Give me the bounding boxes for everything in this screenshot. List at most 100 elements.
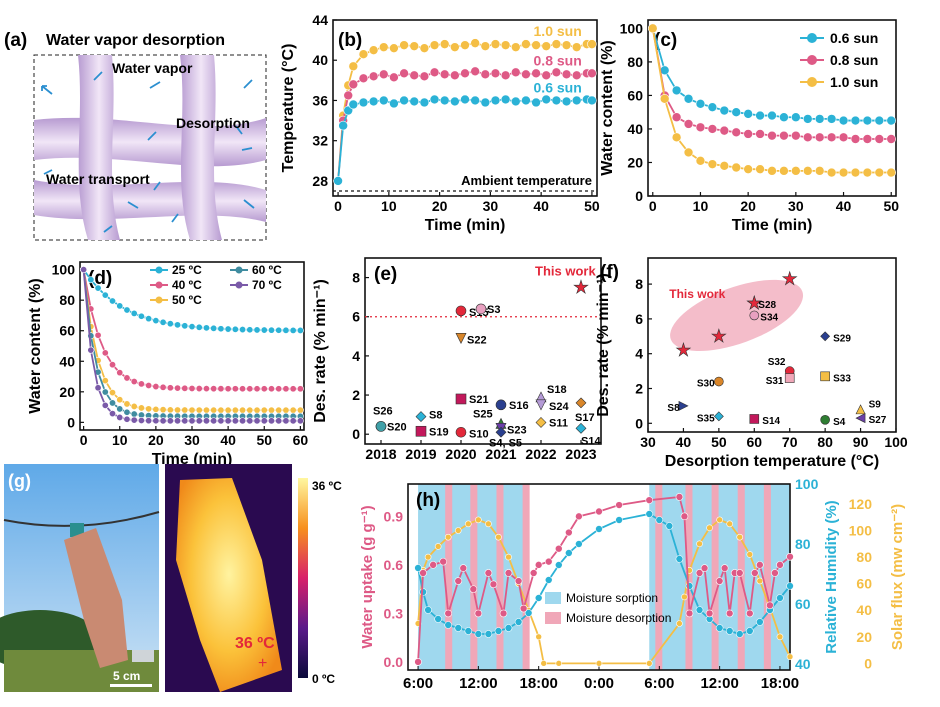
relative-humidity-point: [524, 609, 533, 617]
rh-axis-label: Relative Humidity (%): [823, 500, 840, 653]
series-0.8sun-point: [886, 134, 897, 144]
y-tick-label: 0.3: [384, 605, 404, 621]
series-1-point: [130, 378, 138, 386]
solar-tick-label: 80: [856, 549, 872, 565]
solar-flux-point: [681, 593, 688, 601]
y-tick-label: 100: [52, 262, 76, 278]
series-1.0sun-point: [561, 40, 572, 50]
label-water-transport: Water transport: [46, 171, 150, 187]
series-0.8sun-point: [521, 69, 531, 80]
series-0.8sun-point: [862, 134, 873, 144]
y-tick-label: 0.0: [384, 654, 404, 670]
x-tick-label: 40: [220, 432, 236, 448]
series-2-point: [137, 404, 145, 412]
series-label: 0.6 sun: [534, 79, 582, 95]
series-0.8sun-point: [531, 68, 541, 79]
relative-humidity-point: [444, 621, 453, 629]
series-2-point: [217, 406, 225, 414]
series-1-point: [296, 385, 304, 393]
series-1-point: [210, 385, 218, 393]
y-tick-label: 2: [352, 387, 360, 403]
series-0.6sun-point: [731, 107, 742, 117]
series-0-point: [101, 291, 109, 299]
series-0-point: [195, 323, 203, 331]
y-axis-label: Des. rate (% min⁻¹): [595, 273, 612, 417]
series-1.0sun-point: [510, 42, 521, 52]
series-3-point: [130, 410, 138, 418]
solar-flux-point: [736, 533, 744, 541]
x-tick-label: 30: [483, 198, 499, 214]
relative-humidity-point: [494, 627, 503, 635]
panel-d: 0 10 20 30 40 50 60 0 20 40 60 80 100 Time (min) Water…: [27, 261, 308, 468]
data-point: [375, 421, 387, 432]
series-0.8sun-point: [743, 129, 753, 139]
series-4-point: [101, 401, 109, 409]
series-2-point: [123, 400, 131, 408]
water-uptake-point: [459, 564, 468, 572]
data-point: [455, 426, 467, 438]
series-1-point: [267, 385, 275, 393]
series-1-point: [137, 380, 145, 388]
y-tick-label: 20: [627, 154, 643, 170]
relative-humidity-point: [504, 624, 513, 632]
water-uptake-point: [680, 512, 689, 521]
x-tick-label: 50: [711, 434, 727, 450]
series-0.6sun-point: [429, 94, 440, 105]
series-0.8sun-point: [551, 67, 562, 78]
series-1.0sun-point: [587, 39, 597, 49]
series-0.6sun-point: [348, 99, 359, 110]
water-uptake-point: [745, 609, 754, 618]
data-point: [749, 414, 760, 424]
series-4-point: [181, 417, 189, 425]
series-4-point: [130, 416, 138, 424]
series-1.0sun-point: [500, 40, 511, 50]
x-tick-label: 6:00: [403, 675, 433, 692]
series-0.6sun-point: [802, 114, 813, 124]
point-label: S16: [509, 400, 529, 412]
series-0.6sun-point: [378, 95, 389, 106]
label-desorption: Desorption: [176, 115, 250, 131]
solar-flux-point: [786, 653, 794, 661]
panel-e: 2018 2019 2020 2021 2022 2023 0 2 4 6 8 Des. rate (…: [312, 257, 602, 462]
x-tick-label: 100: [884, 434, 908, 450]
relative-humidity-point: [514, 618, 523, 626]
point-label: S25: [473, 408, 493, 420]
series-0-point: [166, 320, 174, 328]
series-1-point: [159, 383, 167, 391]
point-label: S8: [429, 410, 442, 422]
point-label: S29: [833, 333, 851, 344]
x-tick-label: 40: [836, 198, 852, 214]
data-point: [784, 373, 795, 383]
series-0.8sun-point: [561, 69, 572, 80]
data-point: [820, 371, 830, 382]
point-label: S33: [833, 373, 851, 384]
series-1-point: [116, 369, 124, 377]
point-label: S19: [429, 426, 449, 438]
solar-flux-point: [475, 516, 482, 524]
y-tick-label: 36: [312, 92, 328, 108]
series-0.6sun-point: [399, 95, 409, 106]
x-tick-label: 10: [693, 198, 709, 214]
water-uptake-point: [534, 561, 543, 569]
series-0.6sun-point: [419, 97, 430, 108]
series-2-point: [231, 406, 239, 414]
x-tick-label: 50: [883, 198, 899, 214]
solar-flux-point: [645, 660, 653, 667]
data-point: [575, 422, 587, 434]
series-0-point: [246, 326, 254, 334]
relative-humidity-point: [414, 564, 422, 572]
water-uptake-point: [469, 585, 478, 593]
series-0.8sun-point: [850, 134, 861, 144]
x-tick-label: 60: [746, 434, 762, 450]
series-0.8sun-point: [814, 132, 825, 143]
series-1.0sun-point: [850, 167, 861, 178]
series-0.6sun-point: [755, 110, 765, 121]
x-tick-label: 2022: [525, 446, 556, 462]
series-0.6sun-point: [838, 115, 849, 126]
series-0-point: [152, 317, 160, 325]
legend-marker: [807, 55, 817, 65]
series-1-point: [152, 383, 160, 391]
y-tick-label: 80: [59, 292, 75, 308]
water-uptake-point: [575, 512, 583, 521]
water-uptake-point: [595, 507, 603, 516]
